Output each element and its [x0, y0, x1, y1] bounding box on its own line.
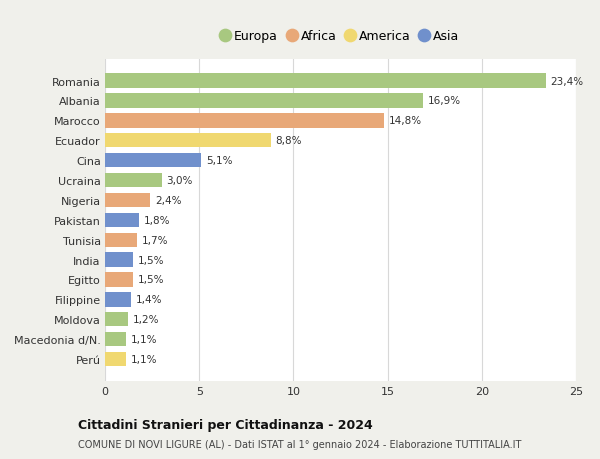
Bar	[105, 134, 271, 148]
Text: 1,7%: 1,7%	[142, 235, 168, 245]
Text: 1,4%: 1,4%	[136, 295, 163, 305]
Text: 1,8%: 1,8%	[143, 215, 170, 225]
Bar	[105, 94, 424, 108]
Text: 1,1%: 1,1%	[130, 335, 157, 344]
Bar	[105, 292, 131, 307]
Text: 2,4%: 2,4%	[155, 196, 181, 206]
Text: 8,8%: 8,8%	[275, 136, 302, 146]
Bar	[105, 174, 161, 188]
Text: 3,0%: 3,0%	[166, 176, 193, 185]
Text: 23,4%: 23,4%	[551, 77, 584, 86]
Bar	[105, 193, 150, 207]
Bar	[105, 273, 133, 287]
Text: 14,8%: 14,8%	[389, 116, 422, 126]
Bar	[105, 154, 201, 168]
Bar	[105, 253, 133, 267]
Bar	[105, 213, 139, 228]
Text: 5,1%: 5,1%	[206, 156, 232, 166]
Text: 1,1%: 1,1%	[130, 354, 157, 364]
Text: COMUNE DI NOVI LIGURE (AL) - Dati ISTAT al 1° gennaio 2024 - Elaborazione TUTTIT: COMUNE DI NOVI LIGURE (AL) - Dati ISTAT …	[78, 440, 521, 449]
Text: 1,5%: 1,5%	[138, 275, 164, 285]
Text: 16,9%: 16,9%	[428, 96, 461, 106]
Text: Cittadini Stranieri per Cittadinanza - 2024: Cittadini Stranieri per Cittadinanza - 2…	[78, 418, 373, 431]
Bar	[105, 313, 128, 327]
Bar	[105, 74, 546, 89]
Bar	[105, 233, 137, 247]
Bar	[105, 332, 126, 347]
Bar	[105, 352, 126, 366]
Text: 1,5%: 1,5%	[138, 255, 164, 265]
Legend: Europa, Africa, America, Asia: Europa, Africa, America, Asia	[219, 28, 462, 45]
Bar	[105, 114, 384, 128]
Text: 1,2%: 1,2%	[133, 314, 159, 325]
